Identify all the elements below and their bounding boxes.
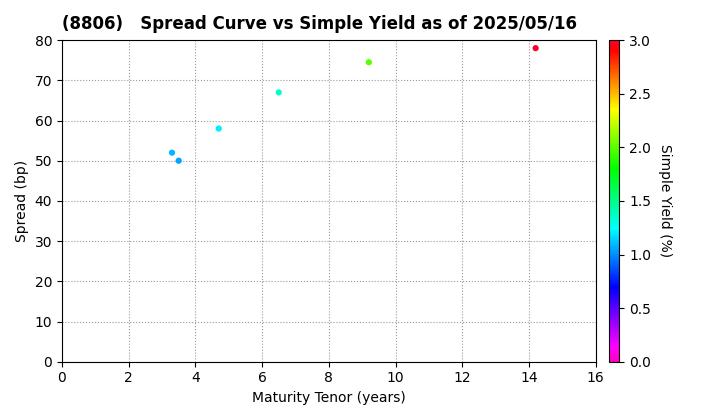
Point <box>213 125 225 132</box>
Y-axis label: Spread (bp): Spread (bp) <box>15 160 29 242</box>
Point <box>363 59 374 66</box>
Y-axis label: Simple Yield (%): Simple Yield (%) <box>658 144 672 257</box>
Text: (8806)   Spread Curve vs Simple Yield as of 2025/05/16: (8806) Spread Curve vs Simple Yield as o… <box>62 15 577 33</box>
Point <box>173 158 184 164</box>
Point <box>530 45 541 52</box>
X-axis label: Maturity Tenor (years): Maturity Tenor (years) <box>252 391 405 405</box>
Point <box>166 150 178 156</box>
Point <box>273 89 284 96</box>
